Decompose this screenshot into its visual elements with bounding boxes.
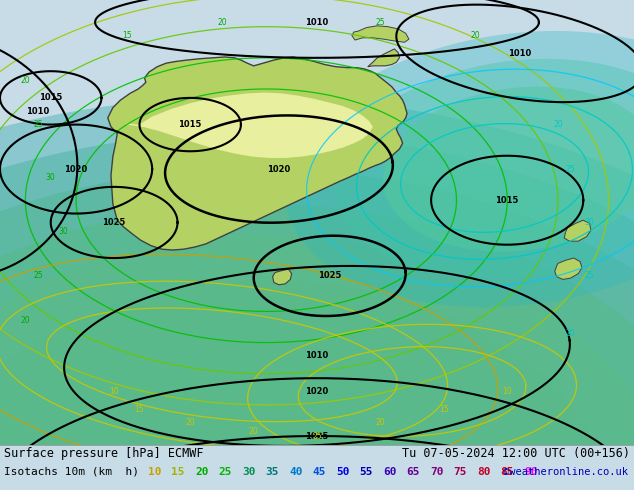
Text: 1010: 1010 — [27, 107, 49, 116]
Polygon shape — [284, 31, 634, 307]
Polygon shape — [555, 258, 582, 279]
Text: 20: 20 — [470, 31, 481, 40]
Text: 20: 20 — [249, 427, 259, 436]
Text: 30: 30 — [46, 173, 56, 182]
Text: 1015: 1015 — [496, 196, 519, 205]
Polygon shape — [383, 87, 634, 251]
Text: 1025: 1025 — [306, 432, 328, 441]
Text: 1010: 1010 — [306, 351, 328, 361]
Text: 30: 30 — [58, 227, 68, 236]
Text: 70: 70 — [430, 467, 444, 477]
Text: 20: 20 — [566, 329, 576, 338]
Text: 75: 75 — [453, 467, 467, 477]
Text: 20: 20 — [217, 18, 227, 27]
Text: 15: 15 — [134, 405, 145, 414]
Polygon shape — [0, 280, 615, 490]
Text: 1020: 1020 — [306, 387, 328, 396]
Text: 20: 20 — [195, 467, 209, 477]
Polygon shape — [368, 49, 399, 67]
Text: 1020: 1020 — [65, 165, 87, 173]
Text: 1025: 1025 — [103, 218, 126, 227]
Text: 30: 30 — [242, 467, 256, 477]
Text: 30: 30 — [585, 218, 595, 227]
Polygon shape — [352, 26, 409, 42]
Text: 25: 25 — [33, 271, 43, 280]
Text: 25: 25 — [312, 432, 322, 441]
Text: 15: 15 — [439, 405, 449, 414]
Text: 15: 15 — [122, 31, 132, 40]
Text: 1015: 1015 — [179, 120, 202, 129]
Text: 35: 35 — [266, 467, 279, 477]
Text: 15: 15 — [172, 467, 185, 477]
Text: 55: 55 — [359, 467, 373, 477]
Text: 90: 90 — [524, 467, 538, 477]
Text: Tu 07-05-2024 12:00 UTC (00+156): Tu 07-05-2024 12:00 UTC (00+156) — [402, 447, 630, 460]
Polygon shape — [126, 93, 373, 158]
Text: 25: 25 — [566, 165, 576, 173]
Polygon shape — [0, 169, 634, 490]
Text: 65: 65 — [406, 467, 420, 477]
Text: 10: 10 — [109, 387, 119, 396]
Text: 20: 20 — [185, 418, 195, 427]
Text: 50: 50 — [336, 467, 349, 477]
Text: 20: 20 — [20, 316, 30, 325]
Polygon shape — [564, 220, 591, 241]
Polygon shape — [0, 97, 634, 490]
Text: 1015: 1015 — [39, 94, 62, 102]
Text: Isotachs 10m (km  h): Isotachs 10m (km h) — [4, 467, 139, 477]
Text: 40: 40 — [289, 467, 302, 477]
Text: 45: 45 — [313, 467, 326, 477]
Text: 25: 25 — [219, 467, 232, 477]
Text: Surface pressure [hPa] ECMWF: Surface pressure [hPa] ECMWF — [4, 447, 204, 460]
Text: 85: 85 — [500, 467, 514, 477]
Polygon shape — [0, 204, 634, 490]
Text: 80: 80 — [477, 467, 491, 477]
Text: 25: 25 — [585, 271, 595, 280]
Text: 1025: 1025 — [318, 271, 341, 280]
Text: 1010: 1010 — [306, 18, 328, 27]
Text: 20: 20 — [553, 120, 563, 129]
Text: 20: 20 — [375, 418, 385, 427]
Text: 25: 25 — [33, 120, 43, 129]
Polygon shape — [0, 236, 634, 490]
Text: 1010: 1010 — [508, 49, 531, 58]
Polygon shape — [108, 57, 407, 250]
Polygon shape — [0, 132, 634, 490]
Polygon shape — [273, 269, 292, 285]
Text: 20: 20 — [20, 75, 30, 85]
Text: 1020: 1020 — [268, 165, 290, 173]
Text: 10: 10 — [502, 387, 512, 396]
Text: 25: 25 — [375, 18, 385, 27]
Polygon shape — [333, 59, 634, 279]
Text: 10: 10 — [148, 467, 162, 477]
Text: ©weatheronline.co.uk: ©weatheronline.co.uk — [503, 467, 628, 477]
Text: 60: 60 — [383, 467, 396, 477]
